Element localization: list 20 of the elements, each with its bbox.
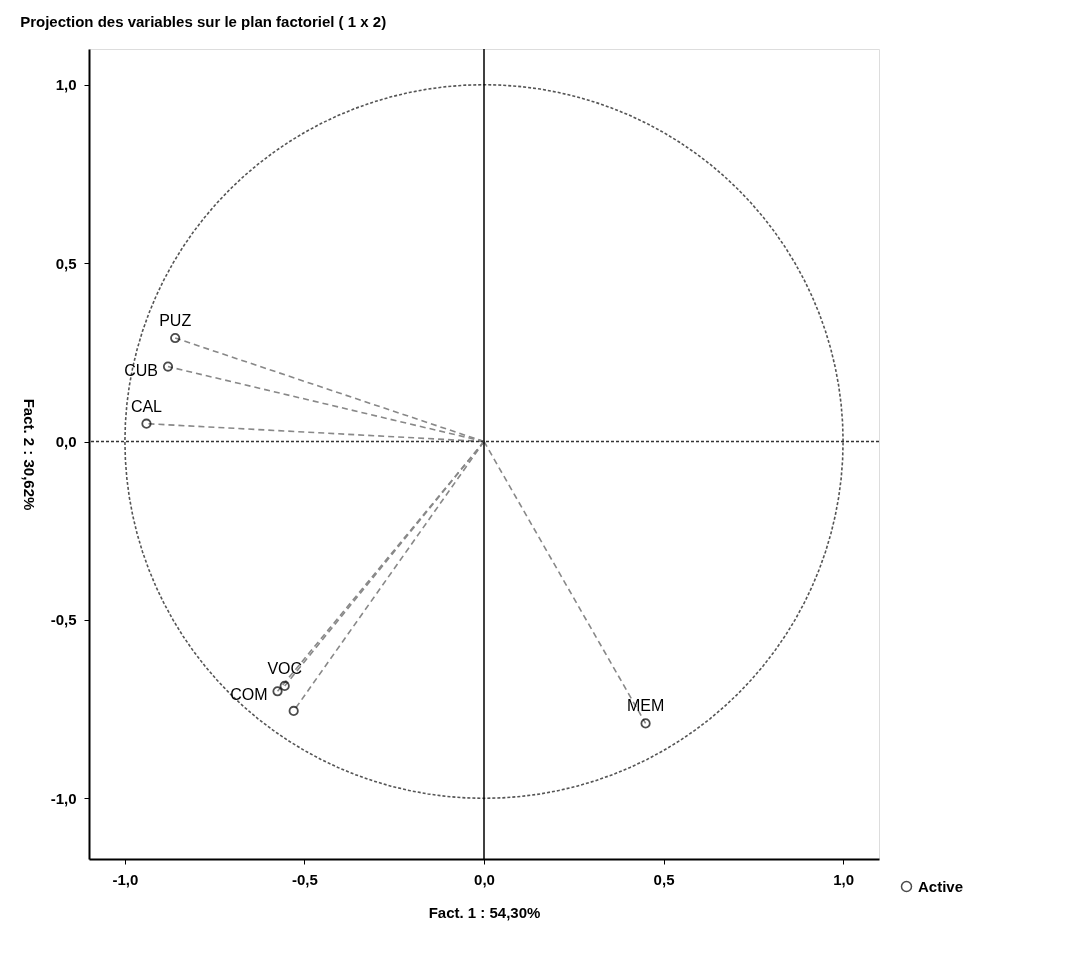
annotation: MEM [626, 697, 665, 715]
y-tick-label: 0,5 [55, 254, 77, 272]
y-tick-label: 1,0 [55, 76, 77, 94]
y-tick-label: 0,0 [55, 433, 77, 451]
x-tick-label: 1,0 [833, 870, 855, 888]
y-tick-label: -0,5 [50, 611, 77, 629]
x-tick-label: 0,5 [653, 870, 675, 888]
annotation: VOC [267, 659, 303, 677]
chart-title: Projection des variables sur le plan factoriel ( 1 x 2) [20, 13, 387, 31]
x-tick-label: -1,0 [112, 870, 139, 888]
x-tick-label: 0,0 [474, 870, 495, 888]
annotation: CAL [130, 397, 163, 415]
annotation: COM [230, 686, 268, 704]
y-tick-label: -1,0 [50, 789, 77, 807]
annotation: PUZ [159, 312, 192, 330]
y-axis-title: Fact. 2 : 30,62% [20, 398, 38, 511]
x-tick-label: -0,5 [292, 870, 318, 888]
legend-label: Active [918, 877, 964, 895]
annotation: CUB [124, 361, 158, 379]
x-axis-title: Fact. 1 : 54,30% [428, 903, 541, 921]
